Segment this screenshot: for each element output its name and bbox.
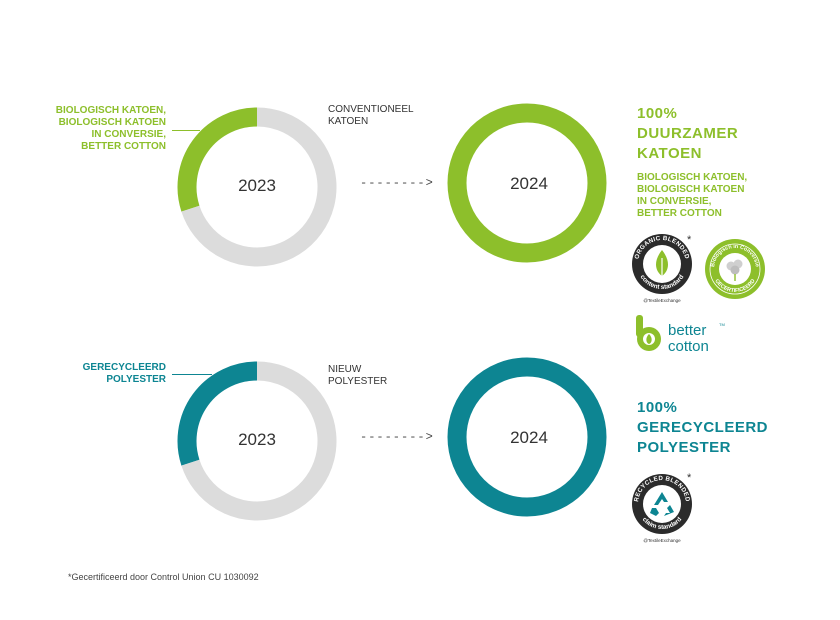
cotton-arrow: --------> [360, 176, 434, 190]
recycle-icon [650, 492, 674, 516]
better-cotton-logo: better cotton TM [636, 315, 725, 355]
footnote: *Gecertificeerd door Control Union CU 10… [68, 572, 259, 582]
polyester-share-label: GERECYCLEERD POLYESTER [82, 362, 166, 385]
cotton-label-leader [172, 130, 200, 131]
donut-segment [447, 103, 607, 263]
donut-segment [177, 107, 258, 212]
cotton-2024-year: 2024 [510, 174, 548, 193]
new-polyester-label: NIEUW POLYESTER [328, 364, 388, 387]
cotton-boll-icon [726, 259, 743, 281]
rcs-asterisk: * [687, 472, 692, 484]
cotton-headline: 100% DUURZAMER KATOEN [637, 105, 739, 162]
polyester-2024-donut [447, 357, 607, 517]
better-cotton-word-1: better [668, 322, 706, 339]
cotton-2023-donut [177, 107, 337, 267]
recycled-claim-standard-logo: RECYCLED BLENDED claim standard @Textile… [632, 474, 692, 543]
ocs-asterisk: * [687, 234, 692, 246]
organic-in-conversion-logo: Biologisch in Conversie GECERTIFICEERD [705, 239, 765, 299]
donut-segment [181, 107, 337, 267]
polyester-2024-year: 2024 [510, 428, 548, 447]
organic-content-standard-logo: ORGANIC BLENDED content standard @Textil… [632, 234, 692, 303]
cotton-share-label: BIOLOGISCH KATOEN, BIOLOGISCH KATOEN IN … [55, 105, 166, 152]
conventional-cotton-label: CONVENTIONEEL KATOEN [328, 104, 414, 127]
ocs-tag: @TextileExchange [643, 298, 681, 303]
cotton-sublabel: BIOLOGISCH KATOEN, BIOLOGISCH KATOEN IN … [637, 172, 748, 219]
polyester-headline: 100% GERECYCLEERD POLYESTER [637, 399, 769, 456]
donut-segment [181, 361, 337, 521]
polyester-label-leader [172, 374, 212, 375]
polyester-2023-year: 2023 [238, 430, 276, 449]
cotton-2024-donut [447, 103, 607, 263]
rcs-tag: @TextileExchange [643, 538, 681, 543]
better-cotton-word-2: cotton [668, 338, 709, 355]
polyester-2023-donut [177, 361, 337, 521]
better-cotton-leaf-icon [646, 334, 652, 344]
better-cotton-tm: TM [719, 322, 725, 327]
donut-segment [447, 357, 607, 517]
polyester-arrow: --------> [360, 430, 434, 444]
donut-segment [177, 361, 258, 466]
cotton-2023-year: 2023 [238, 176, 276, 195]
